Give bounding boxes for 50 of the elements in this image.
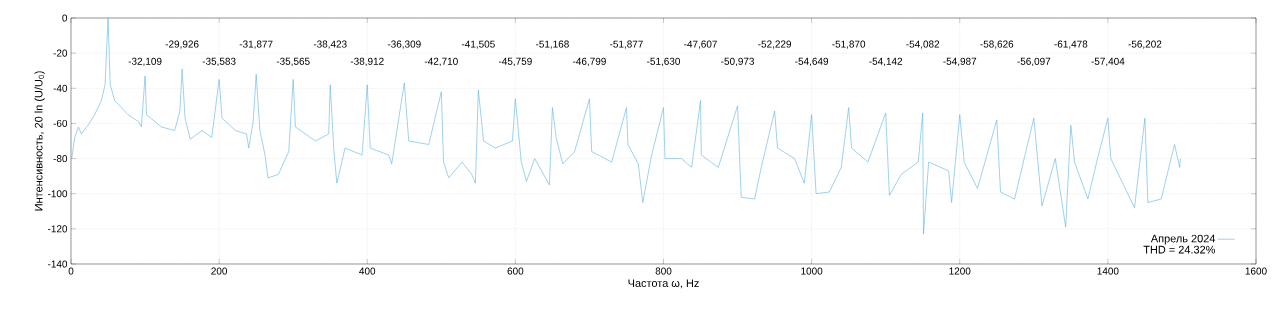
x-tick-label: 1000 xyxy=(801,267,823,275)
annotation: -42,710 xyxy=(424,57,458,67)
annotation: -51,877 xyxy=(610,40,643,49)
annotation: -41,505 xyxy=(461,40,495,49)
annotation: -54,082 xyxy=(906,40,940,49)
y-tick-label: 0 xyxy=(62,14,68,22)
annotation: -29,926 xyxy=(165,40,199,49)
line-series xyxy=(71,18,1181,235)
annotation: -58,626 xyxy=(980,40,1014,49)
annotation: -38,423 xyxy=(313,40,347,49)
x-tick-label: 200 xyxy=(211,267,228,275)
annotation: -54,142 xyxy=(869,57,903,67)
y-tick-label: -80 xyxy=(53,155,68,163)
x-tick-label: 800 xyxy=(655,267,672,275)
annotation: THD = 24.32% xyxy=(1143,245,1216,254)
annotation: -35,565 xyxy=(276,57,310,67)
annotation: -31,877 xyxy=(239,40,273,49)
annotation: -38,912 xyxy=(350,57,384,67)
annotation: -56,202 xyxy=(1128,40,1162,49)
annotation: -45,759 xyxy=(498,57,532,67)
annotation: -32,109 xyxy=(128,57,162,67)
legend-label: Апрель 2024 xyxy=(1150,234,1216,245)
x-tick-label: 1600 xyxy=(1245,267,1267,275)
annotation: -56,097 xyxy=(1017,57,1051,67)
x-tick-label: 400 xyxy=(359,267,376,275)
y-tick-label: -20 xyxy=(53,49,68,57)
annotation: -54,987 xyxy=(943,57,977,67)
annotation: -50,973 xyxy=(721,57,755,67)
annotation: -57,404 xyxy=(1091,57,1125,67)
x-tick-label: 600 xyxy=(507,267,524,275)
annotation: -51,168 xyxy=(535,40,569,49)
y-tick-label: -140 xyxy=(47,260,68,268)
annotation: -46,799 xyxy=(572,57,606,67)
y-tick-label: -40 xyxy=(53,84,68,92)
annotation: -47,607 xyxy=(684,40,717,49)
x-axis-title: Частота ω, Hz xyxy=(628,279,699,289)
y-tick-label: -120 xyxy=(47,225,68,233)
x-tick-label: 0 xyxy=(68,267,74,275)
x-tick-label: 1400 xyxy=(1097,267,1119,275)
annotation: -51,630 xyxy=(647,57,681,67)
y-tick-label: -60 xyxy=(53,119,68,127)
y-tick-label: -100 xyxy=(47,190,68,198)
annotation: -51,870 xyxy=(832,40,866,49)
annotation: -61,478 xyxy=(1054,40,1088,49)
annotation: -52,229 xyxy=(758,40,792,49)
annotation: -54,649 xyxy=(795,57,829,67)
y-axis-title: Интенсивность, 20 ln (U/U$_{0}$) xyxy=(34,71,45,211)
annotation: -36,309 xyxy=(387,40,421,49)
annotation: -35,583 xyxy=(202,57,236,67)
x-tick-label: 1200 xyxy=(949,267,971,275)
